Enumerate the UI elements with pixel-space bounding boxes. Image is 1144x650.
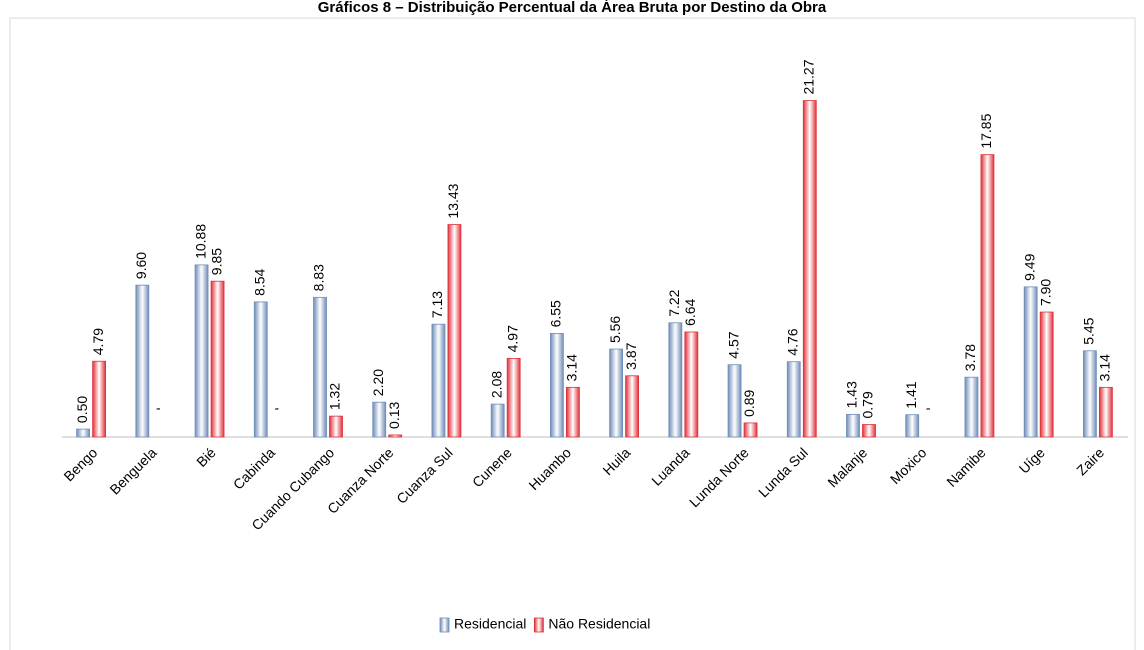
value-label: 0.13 <box>386 401 402 428</box>
value-label: 2.20 <box>370 369 386 396</box>
value-label: 8.83 <box>311 264 327 291</box>
bar <box>431 323 446 438</box>
value-label: 4.57 <box>725 331 741 358</box>
legend-swatch <box>533 617 544 633</box>
value-label: 13.43 <box>445 183 461 218</box>
value-label: 9.85 <box>208 248 224 275</box>
bar <box>506 357 521 438</box>
bar <box>447 224 462 438</box>
bar <box>1098 386 1113 438</box>
bar <box>1039 311 1054 438</box>
value-label: 9.60 <box>133 252 149 279</box>
bar <box>313 296 327 438</box>
value-label: 3.78 <box>962 344 978 371</box>
value-label: 3.14 <box>1097 354 1113 381</box>
value-label: 2.08 <box>488 371 504 398</box>
bar <box>862 424 876 438</box>
legend-label: Não Residencial <box>548 616 650 632</box>
bar <box>727 364 742 438</box>
value-label: 6.55 <box>548 300 564 327</box>
bar <box>846 413 860 438</box>
bar <box>194 264 209 438</box>
chart-frame <box>9 17 1136 650</box>
chart-title: Gráficos 8 – Distribuição Percentual da … <box>318 0 827 16</box>
bar <box>329 415 343 438</box>
value-label: 4.76 <box>784 328 800 355</box>
bar <box>980 154 995 438</box>
bar <box>802 100 817 438</box>
value-label: 5.56 <box>607 316 623 343</box>
bar <box>388 434 403 438</box>
legend-label: Residencial <box>454 616 526 632</box>
bar <box>684 331 699 438</box>
bar <box>625 375 640 438</box>
bar <box>490 403 505 438</box>
value-label: 17.85 <box>978 113 994 148</box>
value-label: 3.14 <box>564 354 580 381</box>
bar <box>1082 350 1097 438</box>
bar <box>609 348 624 438</box>
bar <box>135 284 150 438</box>
value-label: 4.79 <box>90 328 106 355</box>
value-label: 1.32 <box>327 383 343 410</box>
value-label: 9.49 <box>1021 253 1037 280</box>
bar <box>905 414 920 438</box>
bar <box>210 280 225 438</box>
value-label: 7.90 <box>1037 279 1053 306</box>
value-label: 7.13 <box>429 291 445 318</box>
value-label: - <box>926 400 931 416</box>
legend-swatch <box>439 617 450 633</box>
value-label: 10.88 <box>192 224 208 259</box>
value-label: 3.87 <box>623 342 639 369</box>
value-label: 0.50 <box>74 396 90 423</box>
bar <box>964 376 979 438</box>
value-label: - <box>156 400 161 416</box>
value-label: 1.43 <box>844 381 860 408</box>
bar <box>76 428 91 438</box>
value-label: - <box>274 400 279 416</box>
value-label: 0.79 <box>860 391 876 418</box>
value-label: 4.97 <box>504 325 520 352</box>
value-label: 6.64 <box>682 299 698 326</box>
bar <box>549 332 564 438</box>
bar <box>92 360 107 438</box>
bar <box>1023 286 1038 438</box>
value-label: 7.22 <box>666 289 682 316</box>
bar <box>786 361 801 438</box>
value-label: 1.41 <box>903 381 919 408</box>
value-label: 5.45 <box>1081 317 1097 344</box>
value-label: 21.27 <box>800 59 816 94</box>
value-label: 8.54 <box>251 268 267 295</box>
bar <box>253 301 268 438</box>
value-label: 0.89 <box>741 389 757 416</box>
bar <box>743 422 758 438</box>
bar <box>372 401 387 438</box>
bar <box>565 386 580 438</box>
bar <box>668 322 683 438</box>
